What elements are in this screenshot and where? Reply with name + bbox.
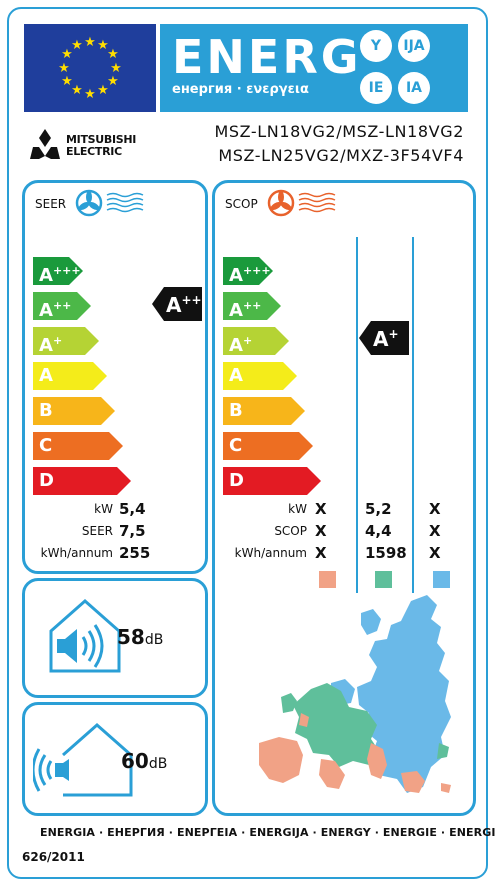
- scop-class-bar: C: [223, 432, 313, 460]
- outdoor-noise-level: 60dB: [121, 749, 168, 773]
- scop-average-scop: 4,4: [365, 522, 392, 540]
- scop-average-kw: 5,2: [365, 500, 392, 518]
- cooling-fan-icon: [75, 189, 144, 217]
- scop-warm-scop: X: [315, 522, 327, 540]
- energy-subtitle: енергия · ενεργεια: [172, 82, 309, 97]
- regulation-number: 626/2011: [22, 850, 85, 864]
- seer-class-bar: A+++: [33, 257, 83, 286]
- seer-rating-arrow: A++: [152, 287, 202, 325]
- indoor-noise-panel: 58dB: [22, 578, 208, 698]
- seer-class-label: A+++: [39, 264, 81, 286]
- outdoor-unit-sound-icon: [33, 722, 133, 797]
- seer-class-label: A+: [39, 334, 63, 356]
- column-divider: [412, 237, 414, 593]
- indoor-unit-sound-icon: [49, 598, 121, 673]
- svg-text:★: ★: [107, 74, 119, 89]
- cold-zone-swatch: [433, 571, 450, 588]
- seer-class-label: C: [39, 435, 53, 456]
- energy-header: ENERG енергия · ενεργεια Y IJA IE IA: [160, 24, 468, 112]
- scop-class-bar: B: [223, 397, 305, 425]
- seer-value-seer: 7,5: [119, 522, 146, 540]
- seer-value-kw: 5,4: [119, 500, 146, 518]
- svg-text:★: ★: [61, 47, 73, 62]
- svg-text:★: ★: [84, 35, 96, 50]
- scop-label-kw: kW: [288, 502, 307, 516]
- scop-cold-scop: X: [429, 522, 441, 540]
- scop-title: SCOP: [225, 197, 258, 211]
- seer-class-bar: A++: [33, 292, 91, 321]
- heating-fan-icon: [267, 189, 336, 217]
- energy-words-footer: ENERGIA · ЕНЕРГИЯ · ΕΝΕΡΓΕΙΑ · ENERGIJA …: [40, 826, 496, 839]
- language-badge: Y: [360, 30, 392, 62]
- eu-flag: ★ ★ ★ ★ ★ ★ ★ ★ ★ ★ ★ ★: [24, 24, 156, 112]
- scop-class-bar: A++: [223, 292, 281, 321]
- seer-label-annual: kWh/annum: [40, 546, 113, 560]
- brand-logo: MITSUBISHI ELECTRIC: [28, 128, 178, 164]
- seer-class-bar: B: [33, 397, 115, 425]
- language-badge: IA: [398, 72, 430, 104]
- seer-value-annual: 255: [119, 544, 151, 562]
- scop-class-label: B: [229, 400, 243, 421]
- seer-title: SEER: [35, 197, 67, 211]
- scop-class-label: A: [229, 365, 243, 386]
- scop-cold-annual: X: [429, 544, 441, 562]
- scop-class-label: A+: [229, 334, 253, 356]
- model-line: MSZ-LN18VG2/MSZ-LN18VG2: [214, 122, 464, 141]
- scop-class-bar: D: [223, 467, 321, 495]
- column-divider: [356, 237, 358, 593]
- svg-text:★: ★: [71, 38, 83, 53]
- energy-title: ENERG: [172, 30, 362, 84]
- seer-class-label: D: [39, 470, 54, 491]
- svg-text:★: ★: [107, 47, 119, 62]
- seer-class-label: A++: [39, 299, 72, 321]
- seer-class-bar: D: [33, 467, 131, 495]
- scop-class-label: A+++: [229, 264, 271, 286]
- scop-panel: SCOP A+++ A++ A+ A B C D A+ kW SCOP kWh/annum …: [212, 180, 476, 816]
- svg-text:★: ★: [58, 61, 70, 76]
- seer-panel: SEER A+++ A++ A+ A B C D A++ kW SEER kWh/annum…: [22, 180, 208, 574]
- europe-climate-map: [259, 595, 451, 793]
- language-badge: IJA: [398, 30, 430, 62]
- mitsubishi-diamonds-icon: [30, 129, 60, 159]
- warm-zone-swatch: [319, 571, 336, 588]
- language-badge: IE: [360, 72, 392, 104]
- seer-class-label: B: [39, 400, 53, 421]
- seer-class-bar: A: [33, 362, 107, 390]
- scop-cold-kw: X: [429, 500, 441, 518]
- scop-label-annual: kWh/annum: [234, 546, 307, 560]
- model-line: MSZ-LN25VG2/MXZ-3F54VF4: [218, 146, 464, 165]
- scop-class-bar: A+: [223, 327, 289, 356]
- svg-text:★: ★: [97, 83, 109, 98]
- scop-label-scop: SCOP: [274, 524, 307, 538]
- seer-label-kw: kW: [94, 502, 113, 516]
- scop-class-label: D: [229, 470, 244, 491]
- svg-text:★: ★: [84, 87, 96, 102]
- outdoor-noise-panel: 60dB: [22, 702, 208, 816]
- seer-class-bar: C: [33, 432, 123, 460]
- average-zone-swatch: [375, 571, 392, 588]
- scop-class-label: C: [229, 435, 243, 456]
- svg-text:★: ★: [110, 61, 122, 76]
- svg-text:★: ★: [71, 83, 83, 98]
- indoor-noise-level: 58dB: [117, 625, 164, 649]
- scop-rating-arrow: A+: [359, 321, 409, 359]
- seer-label-seer: SEER: [81, 524, 113, 538]
- scop-class-bar: A: [223, 362, 297, 390]
- seer-class-label: A: [39, 365, 53, 386]
- model-numbers: MSZ-LN18VG2/MSZ-LN18VG2 MSZ-LN25VG2/MXZ-…: [190, 120, 464, 168]
- seer-class-bar: A+: [33, 327, 99, 356]
- scop-class-bar: A+++: [223, 257, 273, 286]
- scop-warm-kw: X: [315, 500, 327, 518]
- label-frame: [7, 7, 488, 879]
- svg-text:★: ★: [61, 74, 73, 89]
- svg-text:★: ★: [97, 38, 109, 53]
- scop-average-annual: 1598: [365, 544, 407, 562]
- scop-warm-annual: X: [315, 544, 327, 562]
- brand-name: MITSUBISHI ELECTRIC: [66, 133, 137, 158]
- scop-class-label: A++: [229, 299, 262, 321]
